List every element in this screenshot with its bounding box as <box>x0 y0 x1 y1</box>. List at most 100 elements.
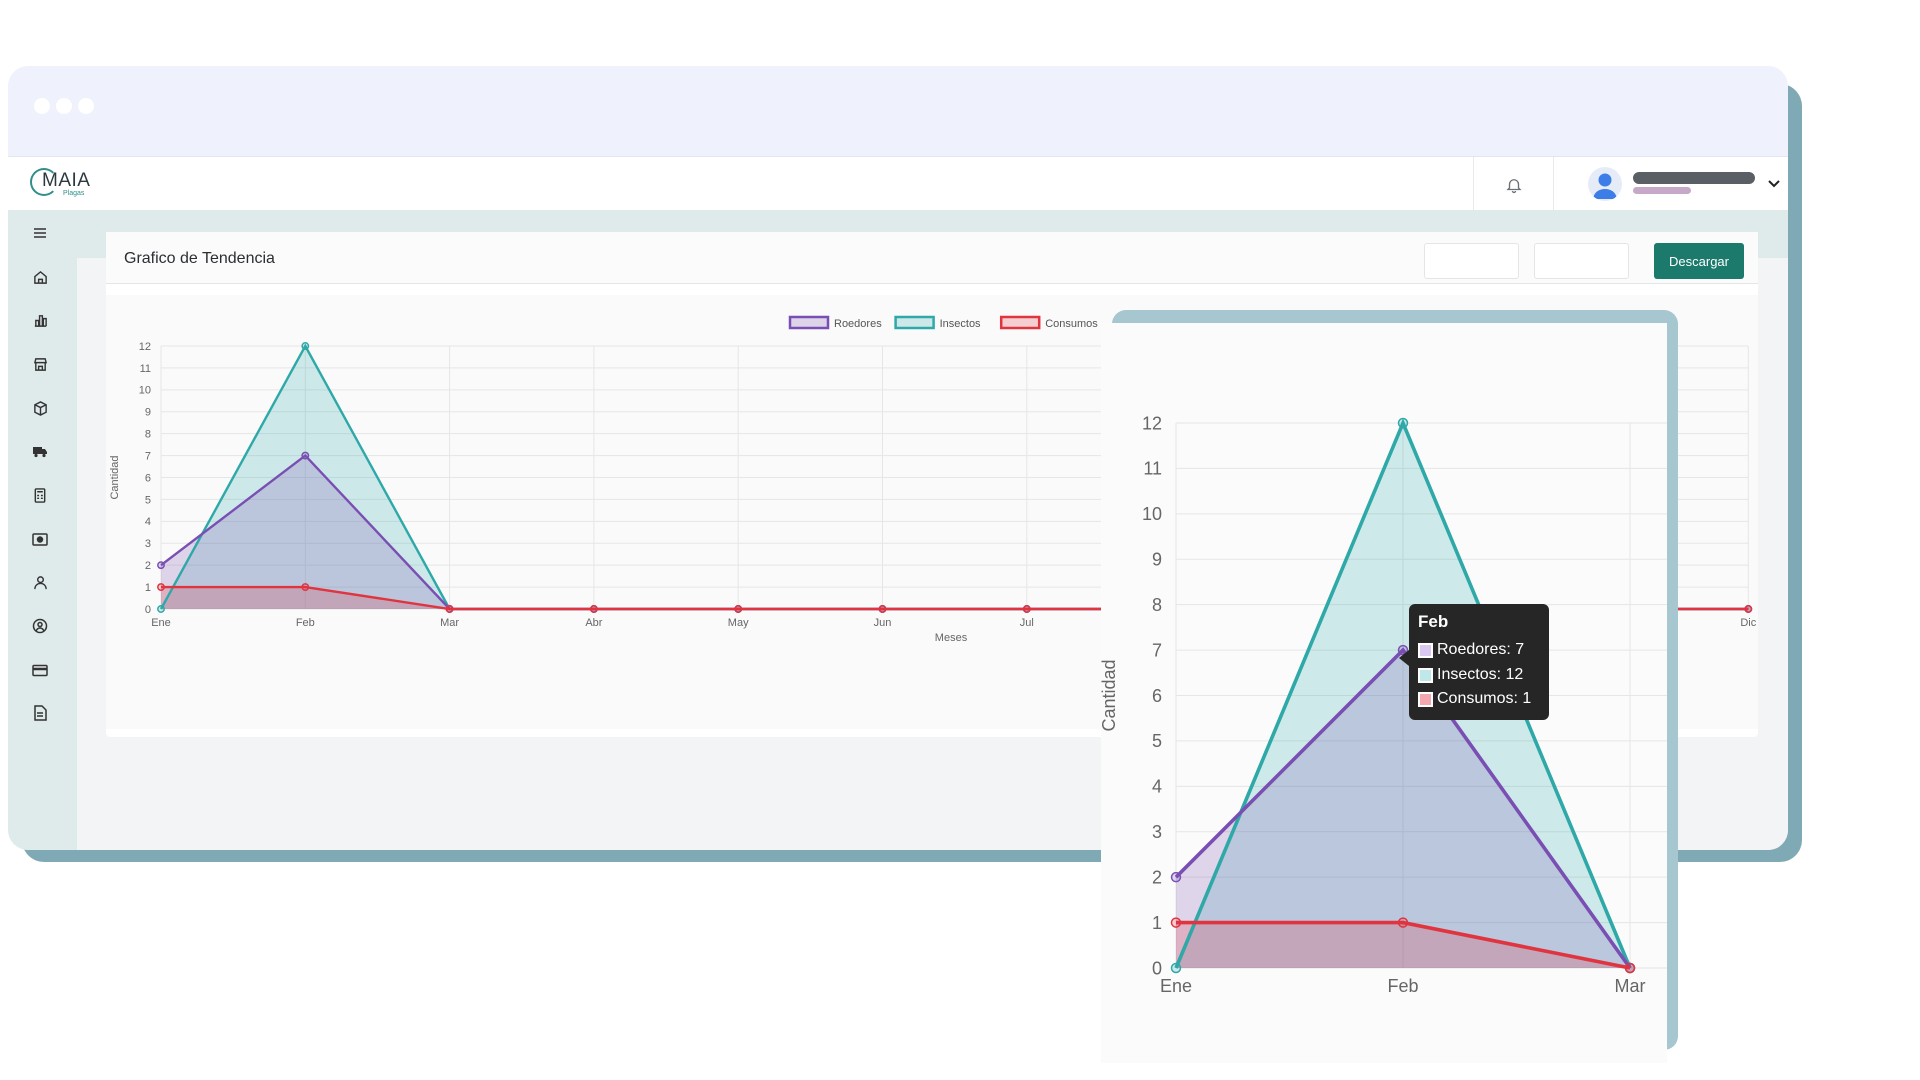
user-role <box>1633 187 1691 194</box>
legend-swatch <box>894 315 935 330</box>
y-tick-label: 5 <box>1152 731 1162 751</box>
y-tick-label: 6 <box>1152 686 1162 706</box>
filter-button[interactable] <box>1534 243 1629 279</box>
filter-button[interactable] <box>1424 243 1519 279</box>
data-point-consumos <box>589 605 598 613</box>
data-point-roedores <box>157 561 165 570</box>
y-tick-label: 11 <box>140 363 151 375</box>
x-tick-label: Abr <box>585 617 602 629</box>
series-area-insectos <box>161 346 1749 609</box>
x-tick-label: Ene <box>151 617 171 629</box>
zoom-panel: 0 1 2 3 4 5 6 7 8 9 10 11 12 Ene Feb Mar Cantidad <box>1101 323 1667 1063</box>
series-area-roedores <box>1176 650 1630 968</box>
legend-swatch <box>1418 691 1433 707</box>
download-button[interactable]: Descargar <box>1654 243 1744 279</box>
data-point-consumos <box>301 583 310 592</box>
y-tick-label: 9 <box>1152 550 1162 570</box>
legend-swatch <box>1418 642 1433 658</box>
tooltip-row-label: Roedores: 7 <box>1437 641 1525 658</box>
y-tick-label: 9 <box>145 407 151 419</box>
data-point-insectos <box>157 605 165 613</box>
tooltip-row-label: Consumos: 1 <box>1437 690 1532 707</box>
bell-icon[interactable] <box>1502 173 1526 197</box>
divider <box>8 156 1788 157</box>
x-tick-label: Jun <box>874 617 892 629</box>
y-tick-label: 11 <box>1143 459 1162 479</box>
user-name[interactable] <box>1633 172 1755 184</box>
y-tick-label: 2 <box>145 560 151 572</box>
y-axis-label: Cantidad <box>1101 659 1119 731</box>
y-tick-label: 8 <box>145 429 151 441</box>
tooltip-row-label: Insectos: 12 <box>1437 666 1524 683</box>
trend-chart: 0123456789101112EneFebMarAbrMayJunJulAgo… <box>109 315 1757 644</box>
camera-icon[interactable] <box>31 530 49 548</box>
window-dot-maximize[interactable] <box>78 98 94 114</box>
y-tick-label: 7 <box>1152 640 1162 660</box>
series-line-insectos <box>1174 418 1632 969</box>
data-point-consumos <box>878 605 887 613</box>
data-point-roedores <box>1170 871 1182 883</box>
data-point-consumos <box>445 605 454 613</box>
hamburger-icon[interactable] <box>31 224 49 242</box>
y-axis-label: Cantidad <box>109 455 121 499</box>
data-point-consumos <box>1744 605 1753 613</box>
y-tick-label: 1 <box>1152 913 1162 933</box>
data-point-consumos <box>1170 917 1182 928</box>
y-tick-label: 12 <box>1142 413 1162 433</box>
data-point-consumos <box>1022 605 1031 613</box>
user-circle-icon[interactable] <box>31 617 49 635</box>
series-area-consumos <box>1176 922 1630 968</box>
bar-chart-icon[interactable] <box>31 311 49 329</box>
document-icon[interactable] <box>31 704 49 722</box>
y-tick-label: 4 <box>145 516 151 528</box>
window-dot-close[interactable] <box>34 98 50 114</box>
logo-text: MAIA <box>42 170 91 191</box>
y-tick-label: 3 <box>145 538 151 550</box>
data-point-consumos <box>157 583 165 592</box>
data-point-consumos <box>734 605 743 613</box>
logo-subtext: Plagas <box>63 190 85 197</box>
tooltip-row: Consumos: 1 <box>1418 690 1531 708</box>
series-area-insectos <box>1176 423 1630 968</box>
credit-card-icon[interactable] <box>31 661 49 679</box>
window-dot-minimize[interactable] <box>56 98 72 114</box>
user-icon[interactable] <box>31 573 49 591</box>
box-icon[interactable] <box>31 399 49 417</box>
data-point-consumos <box>1624 962 1636 974</box>
user-avatar-icon[interactable] <box>1588 167 1622 201</box>
y-tick-label: 6 <box>145 472 151 484</box>
data-point-roedores <box>301 451 310 460</box>
y-tick-label: 8 <box>1152 595 1162 615</box>
data-point-consumos <box>1397 917 1409 928</box>
legend-swatch <box>999 315 1041 330</box>
tooltip-title: Feb <box>1418 612 1449 631</box>
x-axis-label: Meses <box>935 632 968 644</box>
x-tick-label: Ene <box>1160 976 1192 996</box>
x-tick-label: Jul <box>1020 617 1034 629</box>
home-icon[interactable] <box>31 268 49 286</box>
truck-icon[interactable] <box>31 442 49 460</box>
y-tick-label: 3 <box>1152 822 1162 842</box>
legend-label: Roedores <box>834 318 882 330</box>
chevron-down-icon[interactable] <box>1766 175 1782 191</box>
card-header: Grafico de Tendencia Descargar <box>106 232 1758 284</box>
data-point-insectos <box>1397 417 1409 429</box>
y-tick-label: 10 <box>139 385 151 397</box>
sidebar <box>8 258 77 850</box>
header-divider <box>1553 157 1554 210</box>
calculator-icon[interactable] <box>31 486 49 504</box>
window-titlebar <box>8 66 1788 156</box>
y-tick-label: 0 <box>145 604 151 616</box>
logo[interactable]: MAIA Plagas <box>30 167 100 199</box>
y-tick-label: 2 <box>1152 867 1162 887</box>
legend-label: Insectos <box>940 318 981 330</box>
store-icon[interactable] <box>31 355 49 373</box>
x-tick-label: Feb <box>1387 976 1418 996</box>
data-point-insectos <box>1170 962 1182 974</box>
tooltip-arrow <box>1399 650 1409 666</box>
x-tick-label: Feb <box>296 617 315 629</box>
x-tick-label: Mar <box>1615 976 1646 996</box>
tooltip-row: Insectos: 12 <box>1418 666 1523 684</box>
data-point-insectos <box>301 342 310 350</box>
y-tick-label: 5 <box>145 494 151 506</box>
